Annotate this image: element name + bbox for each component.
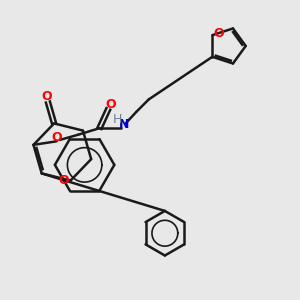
Text: O: O bbox=[59, 174, 69, 187]
Text: H: H bbox=[112, 113, 122, 126]
Text: O: O bbox=[51, 131, 62, 144]
Text: O: O bbox=[105, 98, 116, 111]
Text: O: O bbox=[41, 90, 52, 104]
Text: O: O bbox=[213, 27, 224, 40]
Text: N: N bbox=[119, 118, 130, 131]
